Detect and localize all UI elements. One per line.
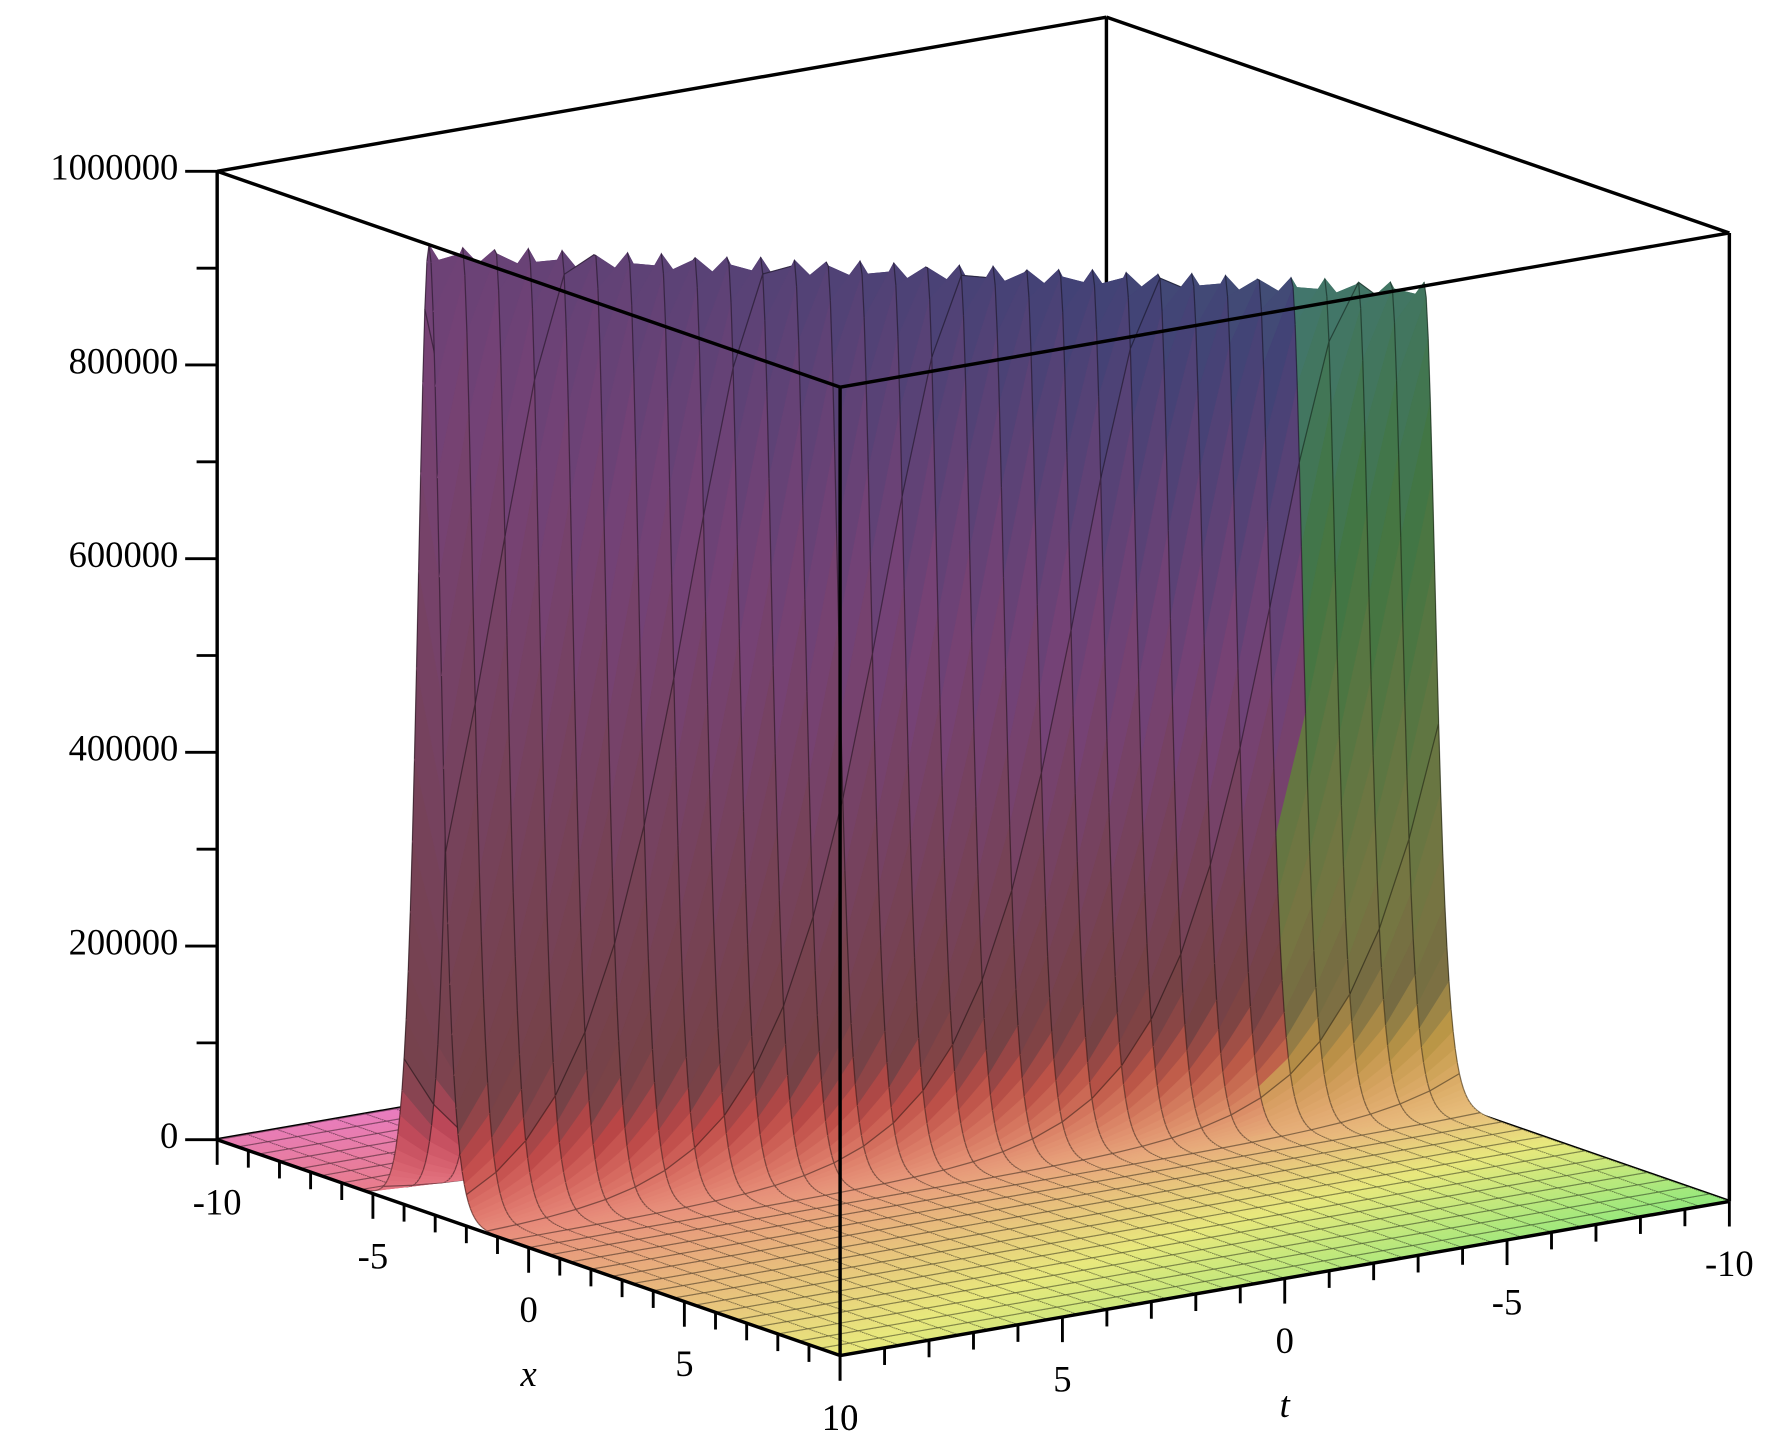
- plot-area: 02000004000006000008000001000000-10-5051…: [50, 15, 1754, 1438]
- surface: [216, 243, 1730, 1357]
